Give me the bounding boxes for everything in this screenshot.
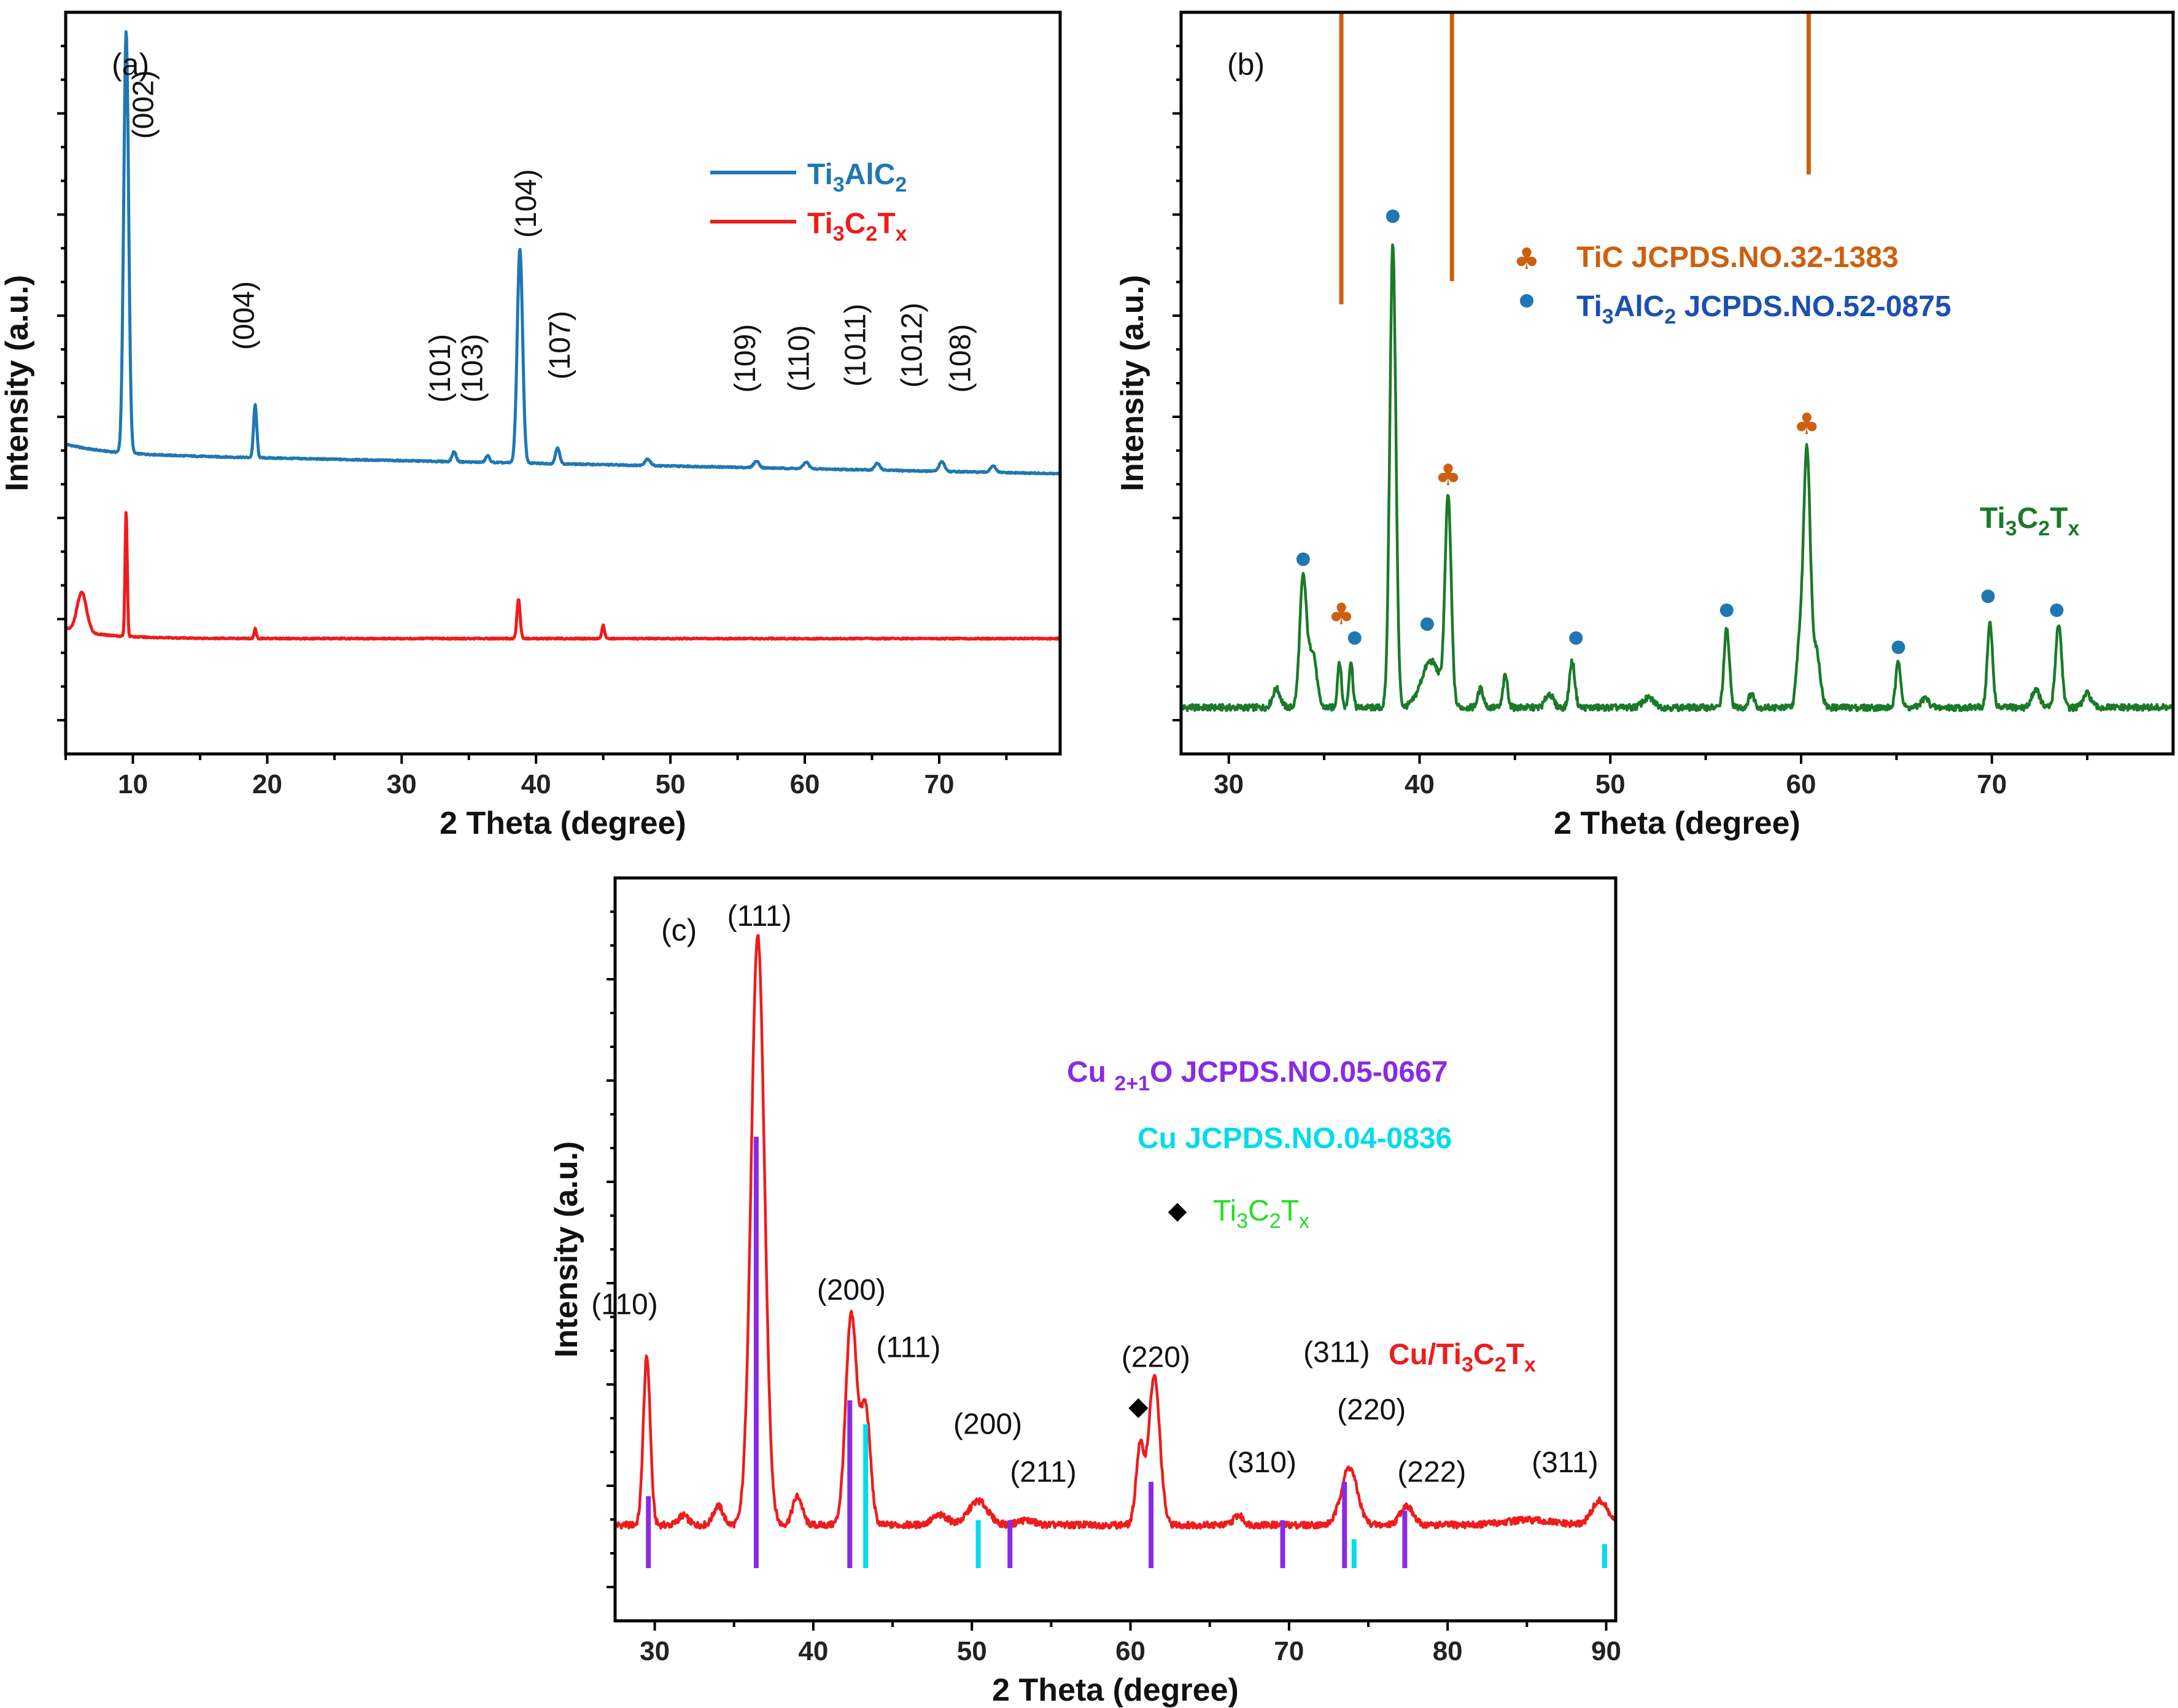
ti3alc2-dot-marker: [2050, 603, 2064, 617]
x-tick-label: 70: [1977, 769, 2007, 799]
hkl-label: (109): [729, 324, 762, 393]
legend-label-cu2o: Cu 2+1O JCPDS.NO.05-0667: [1067, 1056, 1448, 1095]
hkl-label: (004): [228, 281, 260, 350]
hkl-label: (310): [1228, 1446, 1296, 1479]
hkl-label: (108): [944, 324, 977, 393]
hkl-label: (110): [591, 1288, 658, 1321]
plot-area: [615, 934, 1616, 1569]
x-tick-label: 90: [1591, 1636, 1621, 1666]
ti3alc2-dot-marker: [1296, 552, 1310, 566]
x-tick-label: 30: [1214, 769, 1244, 799]
hkl-label: (200): [953, 1408, 1022, 1441]
x-tick-label: 60: [1786, 769, 1816, 799]
series-label-ti3c2tx: Ti3C2Tx: [1980, 502, 2080, 540]
x-tick-label: 50: [1595, 769, 1626, 799]
series-line-0: [66, 30, 1060, 476]
tic-club-marker: ♣: [1435, 458, 1462, 492]
hkl-label: (111): [876, 1332, 940, 1364]
hkl-label: (110): [783, 325, 816, 392]
legend-label-tic: TiC JCPDS.NO.32-1383: [1576, 241, 1899, 274]
plot-area: [66, 30, 1060, 641]
y-axis-title: Intensity (a.u.): [1115, 275, 1150, 491]
hkl-label: (1012): [896, 303, 929, 388]
hkl-label: (107): [544, 311, 576, 379]
panel-c: ◆ 30 40 50 60 70 80 90 2 Theta (degree) Intensity…: [549, 876, 1621, 1708]
legend-label-cu: Cu JCPDS.NO.04-0836: [1137, 1122, 1452, 1155]
x-tick-label: 50: [957, 1636, 987, 1666]
hkl-label: (111): [727, 900, 792, 933]
tic-club-marker: ♣: [1794, 407, 1820, 441]
panel-label: (a): [112, 47, 149, 82]
x-tick-label: 40: [1405, 769, 1435, 799]
hkl-label: (104): [510, 169, 543, 238]
hkl-label: (220): [1122, 1341, 1190, 1373]
x-tick-label: 30: [640, 1636, 670, 1666]
ti3alc2-dot-marker: [1719, 603, 1734, 617]
hkl-label: (1011): [840, 304, 872, 387]
legend-label-ti3c2tx: Ti3C2Tx: [1213, 1195, 1309, 1233]
x-tick-label: 30: [387, 769, 417, 799]
x-tick-label: 70: [1274, 1636, 1304, 1666]
panel-a: 10 20 30 40 50 60 70 2 Theta (degree) Intensity …: [0, 10, 1062, 841]
hkl-label: (311): [1303, 1336, 1370, 1368]
x-tick-label: 40: [521, 769, 551, 799]
ti3alc2-dot-marker: [1347, 631, 1362, 645]
legend-label-ti3c2tx: Ti3C2Tx: [807, 208, 907, 246]
legend-label-ti3alc2: Ti3AlC2: [807, 158, 907, 196]
x-tick-label: 60: [1115, 1636, 1145, 1666]
ti3alc2-dot-marker: [1981, 589, 1995, 604]
panel-label: (c): [661, 913, 697, 947]
series-line-0: [615, 934, 1616, 1530]
series-label-cu-ti3c2tx: Cu/Ti3C2Tx: [1389, 1338, 1536, 1376]
hkl-label: (222): [1397, 1456, 1466, 1489]
ti3alc2-dot-marker: [1569, 631, 1583, 645]
ti3c2tx-diamond-marker: ◆: [1128, 1391, 1149, 1421]
x-axis-title: 2 Theta (degree): [440, 805, 686, 841]
ti3alc2-dot-marker: [1385, 209, 1400, 223]
hkl-label: (101): [424, 334, 457, 403]
x-tick-label: 60: [790, 769, 820, 799]
x-axis-title: 2 Theta (degree): [992, 1672, 1239, 1708]
x-tick-label: 80: [1433, 1636, 1463, 1666]
series-line-1: [66, 511, 1060, 641]
x-axis-title: 2 Theta (degree): [1554, 805, 1800, 841]
legend-club-icon: ♣: [1513, 242, 1540, 276]
hkl-label: (103): [457, 334, 489, 403]
ti3alc2-dot-marker: [1420, 617, 1434, 631]
y-axis-title: Intensity (a.u.): [0, 275, 35, 491]
hkl-label: (002): [127, 70, 160, 139]
ti3alc2-dot-marker: [1891, 640, 1905, 654]
x-tick-label: 10: [118, 769, 148, 799]
hkl-label: (211): [1010, 1456, 1077, 1489]
x-tick-label: 70: [924, 769, 954, 799]
y-axis-title: Intensity (a.u.): [549, 1141, 584, 1357]
x-tick-label: 20: [252, 769, 282, 799]
legend-dot-icon: [1520, 294, 1533, 308]
hkl-label: (311): [1532, 1446, 1599, 1479]
x-tick-label: 40: [798, 1636, 828, 1666]
series-line-0: [1181, 243, 2173, 713]
tic-club-marker: ♣: [1328, 597, 1355, 632]
legend-label-ti3alc2: Ti3AlC2 JCPDS.NO.52-0875: [1576, 290, 1951, 328]
x-tick-label: 50: [656, 769, 686, 799]
legend-diamond-icon: ◆: [1168, 1197, 1187, 1225]
hkl-label: (220): [1337, 1394, 1406, 1426]
hkl-label: (200): [817, 1274, 886, 1306]
plot-area: [1181, 12, 2173, 713]
panel-b: ♣ ♣ ♣ 30 40 50 60 70 2 Theta (degree) Intensity (…: [1115, 10, 2175, 841]
panel-label: (b): [1227, 47, 1265, 82]
